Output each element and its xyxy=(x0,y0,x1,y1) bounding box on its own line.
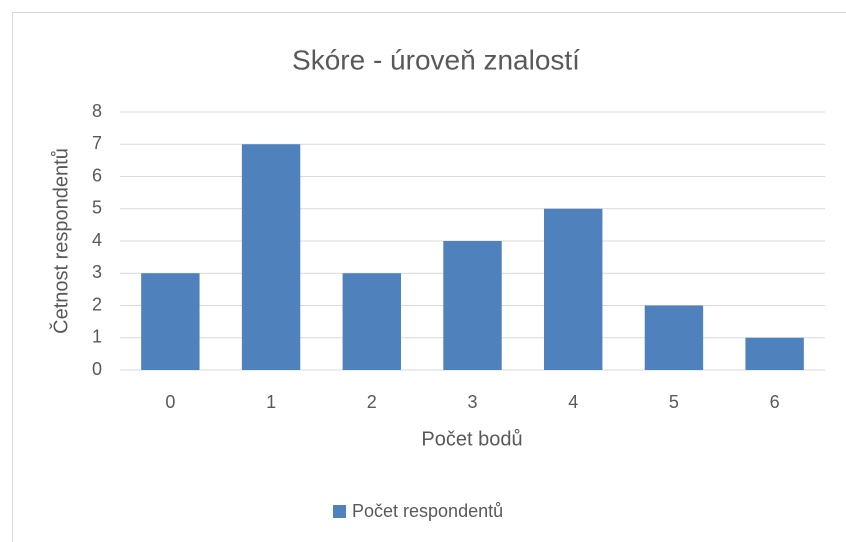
x-tick-label: 2 xyxy=(367,392,377,412)
bar xyxy=(745,337,804,370)
bar xyxy=(342,273,401,370)
y-axis-label: Četnost respondentů xyxy=(49,148,72,334)
bar xyxy=(443,241,502,370)
bar xyxy=(544,208,603,370)
y-tick-label: 3 xyxy=(92,262,102,282)
x-tick-label: 6 xyxy=(770,392,780,412)
y-tick-label: 4 xyxy=(92,230,102,250)
y-tick-label: 1 xyxy=(92,327,102,347)
x-tick-label: 4 xyxy=(568,392,578,412)
y-tick-label: 0 xyxy=(92,359,102,379)
x-tick-label: 1 xyxy=(266,392,276,412)
y-tick-label: 7 xyxy=(92,133,102,153)
chart-title: Skóre - úroveň znalostí xyxy=(292,44,580,75)
y-tick-label: 2 xyxy=(92,294,102,314)
x-tick-label: 0 xyxy=(165,392,175,412)
x-axis-label: Počet bodů xyxy=(421,428,522,450)
chart-border xyxy=(12,12,846,542)
y-tick-label: 5 xyxy=(92,198,102,218)
y-tick-label: 8 xyxy=(92,101,102,121)
bar xyxy=(644,305,704,370)
bar xyxy=(141,273,200,370)
x-tick-label: 5 xyxy=(669,392,679,412)
legend-label: Počet respondentů xyxy=(352,501,503,521)
legend-swatch xyxy=(333,505,346,518)
y-tick-label: 6 xyxy=(92,165,102,185)
bar xyxy=(241,144,301,370)
x-tick-label: 3 xyxy=(467,392,477,412)
